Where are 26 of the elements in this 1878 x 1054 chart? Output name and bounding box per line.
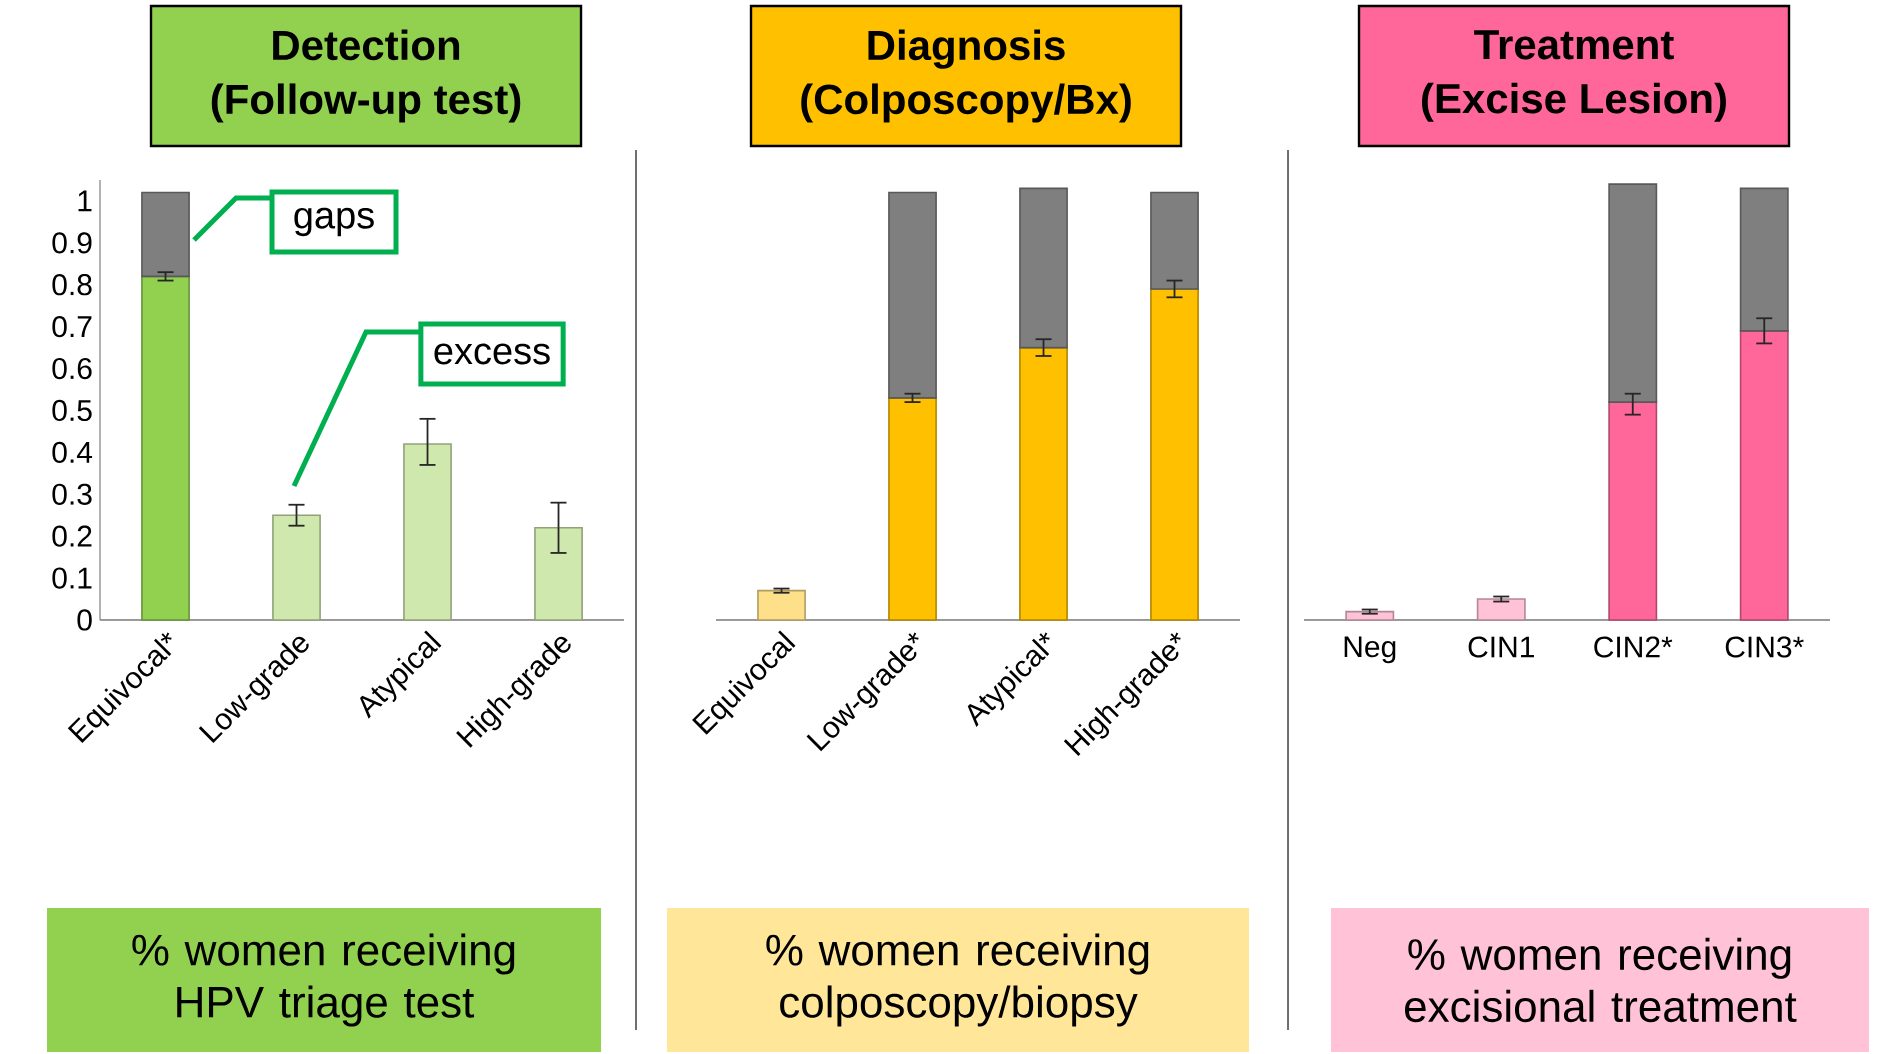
y-tick-label: 0.8 <box>52 274 92 296</box>
chart-title: Diagnosis <box>868 29 1065 69</box>
y-tick-label: 0.6 <box>52 357 92 380</box>
y-tick-label: 1 <box>78 190 92 212</box>
x-tick-label: CIN3* <box>1725 636 1804 658</box>
text: % women receiving excisional treatment <box>1405 937 1797 1023</box>
y-tick-label: 0 <box>77 609 92 631</box>
y-tick-label: 0.4 <box>52 441 93 463</box>
y-tick-label: 0.2 <box>52 525 92 547</box>
y-tick-label: 0.3 <box>52 483 92 505</box>
text: % women receiving colposcopy/biopsy <box>766 933 1149 1027</box>
chart-title: Treatment <box>1474 30 1674 60</box>
y-tick-label: 0.9 <box>52 232 92 254</box>
chart-subtitle: (Colposcopy/Bx) <box>801 83 1131 123</box>
y-tick-label: 0.7 <box>52 316 92 338</box>
chart-subtitle: (Follow-up test) <box>211 83 521 123</box>
x-tick-label: Neg <box>1344 636 1396 664</box>
text: % women receiving HPV triage test <box>132 933 515 1027</box>
y-tick-label: 0.5 <box>52 399 92 422</box>
chart-title: Detection <box>273 29 460 61</box>
annotation: excess <box>434 343 550 365</box>
chart-subtitle: (Excise Lesion) <box>1422 82 1726 122</box>
y-tick-label: 0.1 <box>52 567 92 589</box>
annotation: gaps <box>294 207 374 237</box>
x-tick-label: CIN2* <box>1594 636 1673 658</box>
x-tick-label: CIN1 <box>1468 636 1534 658</box>
